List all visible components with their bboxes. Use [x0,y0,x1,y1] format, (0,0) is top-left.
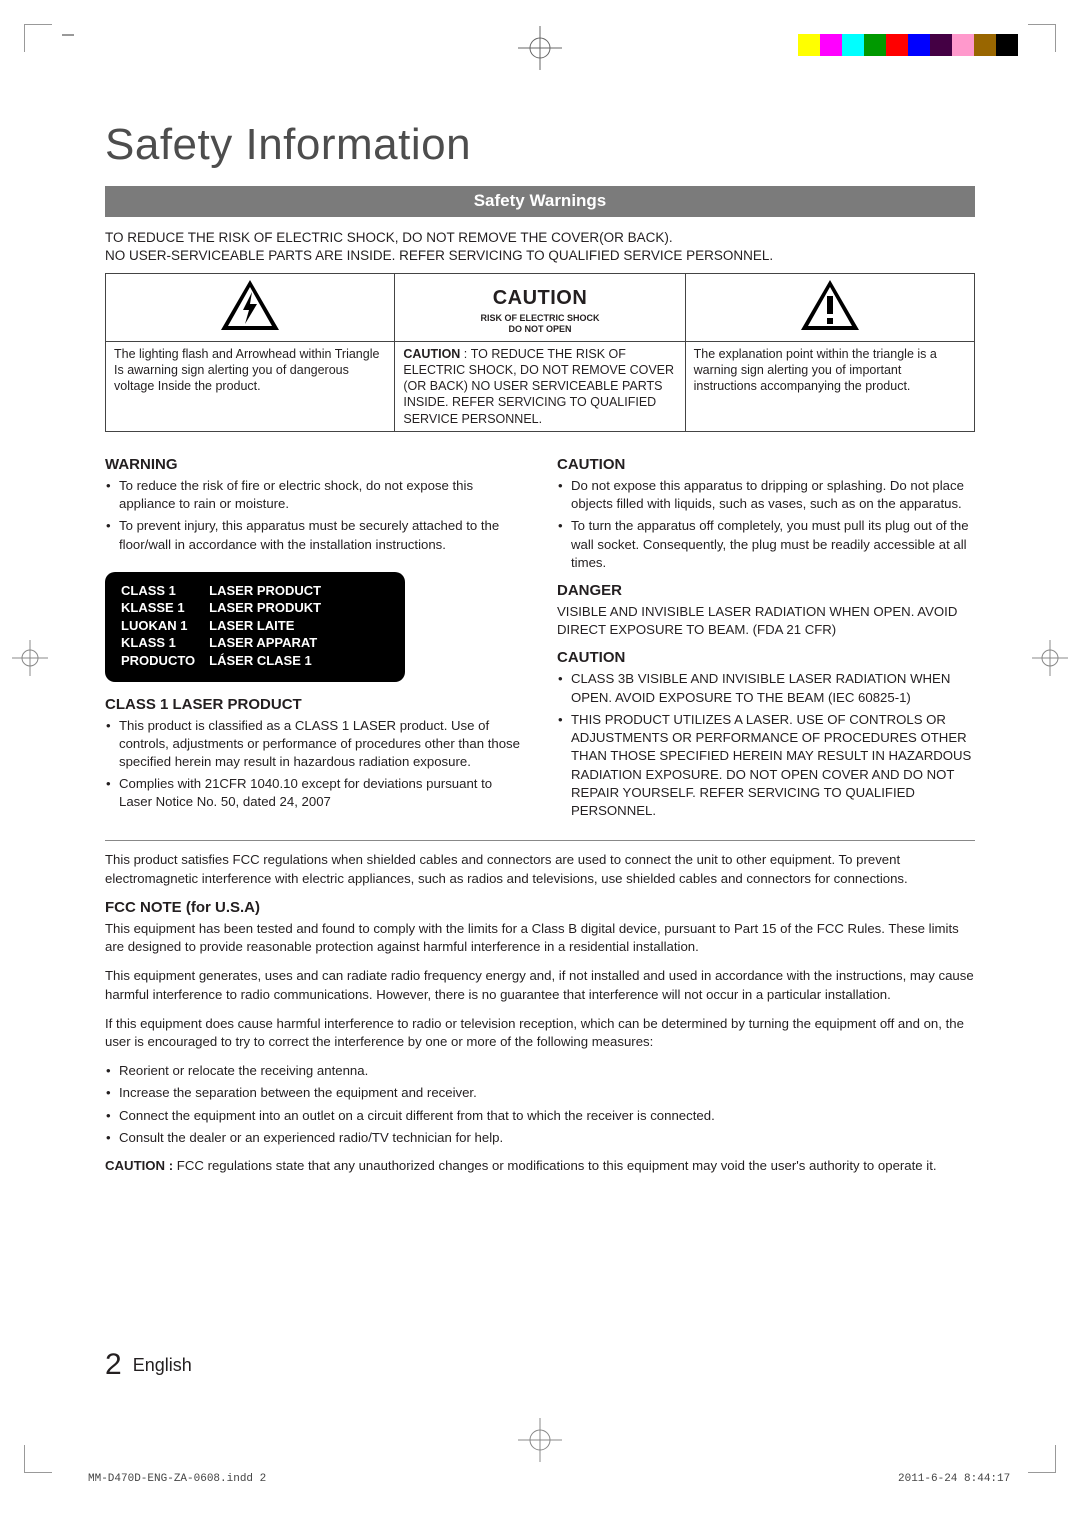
page-language: English [133,1355,192,1375]
class1-list: This product is classified as a CLASS 1 … [105,717,523,812]
warning-item: To prevent injury, this apparatus must b… [105,517,523,553]
caution-symbol-table: CAUTION RISK OF ELECTRIC SHOCKDO NOT OPE… [105,273,975,432]
warning-item: To reduce the risk of fire or electric s… [105,477,523,513]
fcc-item: Reorient or relocate the receiving anten… [105,1062,975,1080]
page-footer: 2 English [105,1348,192,1382]
danger-heading: DANGER [557,582,975,599]
left-column: WARNING To reduce the risk of fire or el… [105,446,523,824]
fcc-section: This product satisfies FCC regulations w… [105,851,975,1175]
greyscale-bar [62,34,74,36]
class1-item: Complies with 21CFR 1040.10 except for d… [105,775,523,811]
shock-triangle-desc: The lighting flash and Arrowhead within … [106,341,395,431]
caution-mid-desc: CAUTION : TO REDUCE THE RISK OF ELECTRIC… [395,341,685,431]
laser-label-cell: LASER APPARAT [209,634,335,652]
caution1-item: Do not expose this apparatus to dripping… [557,477,975,513]
right-column: CAUTION Do not expose this apparatus to … [557,446,975,824]
indd-timestamp: 2011-6-24 8:44:17 [898,1473,1010,1485]
laser-label-cell: LASER PRODUKT [209,599,335,617]
caution-title-cell: CAUTION RISK OF ELECTRIC SHOCKDO NOT OPE… [395,274,685,341]
fcc-paragraph: This equipment generates, uses and can r… [105,967,975,1004]
danger-text: VISIBLE AND INVISIBLE LASER RADIATION WH… [557,603,975,639]
crop-mark-tr [1028,24,1056,52]
divider [105,840,975,841]
fcc-paragraph: If this equipment does cause harmful int… [105,1015,975,1052]
caution-subheading: RISK OF ELECTRIC SHOCKDO NOT OPEN [403,311,676,334]
caution-heading: CAUTION [403,281,676,311]
class1-heading: CLASS 1 LASER PRODUCT [105,696,523,713]
caution1-heading: CAUTION [557,456,975,473]
caution1-item: To turn the apparatus off completely, yo… [557,517,975,572]
section-banner: Safety Warnings [105,186,975,217]
caution2-list: CLASS 3B VISIBLE AND INVISIBLE LASER RAD… [557,670,975,820]
class1-item: This product is classified as a CLASS 1 … [105,717,523,772]
page-number: 2 [105,1348,122,1381]
caution-mid-label: CAUTION [403,347,460,361]
registration-cross-top [518,26,562,70]
crop-mark-bl [24,1445,52,1473]
crop-mark-tl [24,24,52,52]
fcc-caution-label: CAUTION : [105,1158,177,1173]
laser-label-cell: LASER PRODUCT [209,582,335,600]
intro-line-1: TO REDUCE THE RISK OF ELECTRIC SHOCK, DO… [105,230,673,245]
exclaim-triangle-desc: The explanation point within the triangl… [685,341,974,431]
shock-triangle-cell [106,274,395,341]
indd-slug: MM-D470D-ENG-ZA-0608.indd 2 2011-6-24 8:… [88,1473,266,1485]
intro-text: TO REDUCE THE RISK OF ELECTRIC SHOCK, DO… [105,229,975,265]
caution2-item: THIS PRODUCT UTILIZES A LASER. USE OF CO… [557,711,975,820]
fcc-item: Consult the dealer or an experienced rad… [105,1129,975,1147]
fcc-intro: This product satisfies FCC regulations w… [105,851,975,888]
laser-label-cell: PRODUCTO [121,652,209,670]
laser-label-cell: KLASS 1 [121,634,209,652]
indd-file: MM-D470D-ENG-ZA-0608.indd 2 [88,1473,266,1485]
registration-cross-bottom [518,1418,562,1467]
caution2-heading: CAUTION [557,649,975,666]
fcc-caution-text: FCC regulations state that any unauthori… [177,1158,937,1173]
laser-label-cell: LÁSER CLASE 1 [209,652,335,670]
color-bar [798,34,1018,56]
warning-list: To reduce the risk of fire or electric s… [105,477,523,554]
lightning-triangle-icon [219,278,281,336]
exclaim-triangle-cell [685,274,974,341]
fcc-heading: FCC NOTE (for U.S.A) [105,899,975,916]
fcc-caution-line: CAUTION : FCC regulations state that any… [105,1157,975,1176]
intro-line-2: NO USER-SERVICEABLE PARTS ARE INSIDE. RE… [105,248,773,263]
fcc-list: Reorient or relocate the receiving anten… [105,1062,975,1147]
class1-laser-label: CLASS 1LASER PRODUCTKLASSE 1LASER PRODUK… [105,572,405,682]
fcc-paragraph: This equipment has been tested and found… [105,920,975,957]
laser-label-cell: CLASS 1 [121,582,209,600]
page-title: Safety Information [105,120,975,170]
registration-cross-right [1032,640,1068,681]
exclamation-triangle-icon [799,278,861,336]
fcc-item: Increase the separation between the equi… [105,1084,975,1102]
warning-heading: WARNING [105,456,523,473]
caution1-list: Do not expose this apparatus to dripping… [557,477,975,572]
caution2-item: CLASS 3B VISIBLE AND INVISIBLE LASER RAD… [557,670,975,706]
laser-label-cell: KLASSE 1 [121,599,209,617]
crop-mark-br [1028,1445,1056,1473]
fcc-item: Connect the equipment into an outlet on … [105,1107,975,1125]
printer-registration-top [0,10,1080,50]
registration-cross-left [12,640,48,681]
laser-label-cell: LASER LAITE [209,617,335,635]
laser-label-cell: LUOKAN 1 [121,617,209,635]
